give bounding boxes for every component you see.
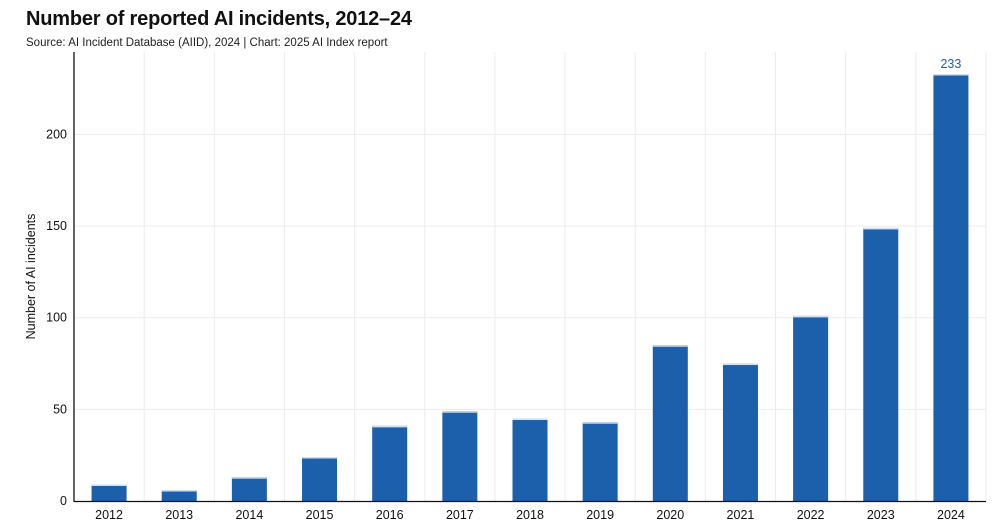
bar-top-edge — [652, 345, 688, 347]
bar-top-edge — [722, 363, 758, 366]
bar — [512, 418, 548, 501]
bar — [442, 411, 478, 501]
bar-top-edge — [231, 477, 267, 479]
bar-top-edge — [372, 425, 408, 428]
chart-title: Number of reported AI incidents, 2012–24 — [26, 8, 412, 30]
x-tick-label: 2014 — [235, 508, 263, 522]
bar — [652, 345, 688, 501]
x-tick-label: 2024 — [937, 508, 965, 522]
bar — [302, 457, 338, 501]
chart-source: Source: AI Incident Database (AIID), 202… — [26, 37, 388, 49]
y-axis-title: Number of AI incidents — [24, 214, 38, 340]
x-tick-label: 2018 — [516, 508, 544, 522]
x-tick-label: 2012 — [95, 508, 123, 522]
bar — [231, 477, 267, 501]
y-tick-label: 150 — [46, 219, 67, 233]
y-tick-label: 100 — [46, 311, 67, 325]
bar — [91, 484, 127, 501]
x-tick-label: 2013 — [165, 508, 193, 522]
x-tick-label: 2015 — [306, 508, 334, 522]
bar — [863, 227, 899, 501]
bar — [372, 425, 408, 501]
y-tick-label: 0 — [60, 494, 67, 508]
bar-top-edge — [512, 418, 548, 421]
x-tick-label: 2023 — [867, 508, 895, 522]
bar — [722, 363, 758, 501]
x-tick-label: 2022 — [797, 508, 825, 522]
bar-top-edge — [442, 411, 478, 413]
x-tick-label: 2019 — [586, 508, 614, 522]
y-tick-label: 50 — [53, 402, 67, 416]
x-tick-label: 2021 — [727, 508, 755, 522]
data-label: 233 — [940, 57, 961, 71]
bar — [582, 422, 618, 501]
x-tick-label: 2017 — [446, 508, 474, 522]
bar — [161, 490, 197, 501]
y-tick-label: 200 — [46, 127, 67, 141]
bar-top-edge — [302, 457, 338, 459]
bar-top-edge — [582, 422, 618, 424]
x-tick-label: 2020 — [656, 508, 684, 522]
bar-top-edge — [863, 227, 899, 230]
bar-top-edge — [91, 484, 127, 487]
bar-top-edge — [793, 315, 829, 318]
x-tick-label: 2016 — [376, 508, 404, 522]
bar — [933, 73, 969, 502]
bar — [793, 315, 829, 501]
bar-top-edge — [161, 490, 197, 492]
bar-top-edge — [933, 73, 969, 76]
